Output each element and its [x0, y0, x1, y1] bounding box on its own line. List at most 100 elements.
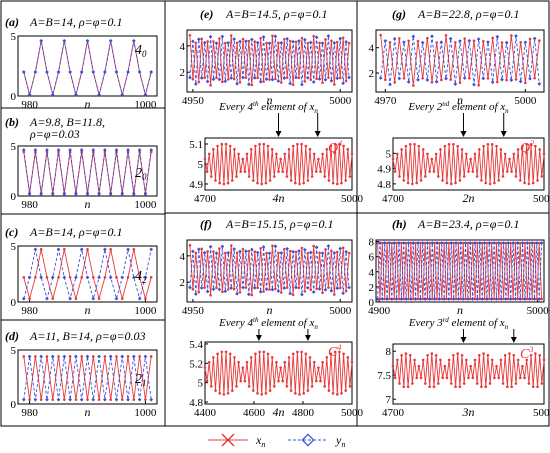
panel-c-point-x_n	[97, 297, 101, 300]
panel-c-point-x_n	[28, 297, 31, 300]
panel-f-point-x	[194, 251, 198, 255]
panel-g-point-y	[523, 40, 528, 45]
panel-g-point-x	[538, 39, 541, 42]
panel-f-sub-point-x-sampled	[287, 356, 291, 359]
panel-h-sub-point-x-sampled	[398, 382, 401, 385]
panel-b-point-y_n	[62, 192, 67, 196]
panel-h-point-x	[433, 241, 436, 245]
panel-g-point-y	[528, 76, 532, 81]
panel-h-point-x	[407, 297, 410, 301]
panel-d-point-y_n	[143, 354, 148, 359]
panel-h-sub-point-x-sampled	[510, 385, 513, 389]
panel-h-point-y	[399, 297, 404, 301]
panel-h-sub-point-x-sampled	[534, 352, 537, 355]
panel-h-point-y	[532, 297, 537, 301]
panel-c-point-y_n	[85, 275, 90, 280]
panel-h-point-y	[397, 241, 401, 245]
panel-h-point-y	[463, 241, 468, 245]
panel-g-point-x	[384, 78, 387, 82]
panel-h-point-y	[482, 241, 487, 245]
panel-h-sub-axes	[392, 343, 545, 405]
panel-f-sub-point-x-sampled	[205, 379, 209, 383]
panel-g-sub-point-x-sampled	[503, 152, 507, 156]
panel-d-ytick-label: 5	[11, 345, 17, 357]
panel-d-point-x_n	[86, 398, 89, 401]
panel-g-point-x	[496, 80, 499, 84]
panel-g-point-y	[378, 76, 383, 80]
panel-e-point-x	[303, 80, 307, 83]
panel-f-point-y	[326, 244, 331, 248]
panel-e-point-y	[308, 40, 313, 45]
panel-c-point-y_n	[27, 275, 32, 280]
panel-g-sub-point-x-sampled	[493, 181, 496, 185]
panel-g-sub-point-x-sampled	[406, 181, 410, 185]
panel-d-point-y_n	[39, 354, 44, 359]
panel-e-point-y	[258, 79, 263, 84]
panel-h-point-x	[469, 297, 472, 301]
panel-c-params: A=B=14, ρ=φ=0.1	[29, 225, 122, 239]
panel-f-sub-point-x-sampled	[203, 366, 207, 369]
panel-e-sub-point-x-sampled	[262, 142, 266, 146]
panel-f-point-x	[209, 293, 212, 297]
panel-f-sub-point-x-sampled	[243, 379, 247, 383]
panel-d-point-x_n	[68, 355, 72, 358]
panel-e-sub-point-x-sampled	[226, 181, 230, 185]
panel-e-sub-point-x-sampled	[344, 179, 348, 182]
panel-d-point-y_n	[137, 397, 142, 402]
panel-a-params: A=B=14, ρ=φ=0.1	[29, 15, 122, 29]
panel-e-sub-point-x-sampled	[294, 181, 297, 185]
panel-f-point-x	[274, 287, 277, 291]
panel-f-point-y	[235, 291, 239, 296]
panel-e-point-x	[241, 37, 245, 41]
panel-f-point-x	[327, 286, 330, 289]
panel-e-sub-point-x-sampled	[296, 142, 299, 146]
panel-c-point-x_n	[39, 248, 43, 251]
panel-e-point-x	[279, 81, 283, 84]
panel-c-point-x_n	[103, 276, 107, 279]
panel-f-point-x	[347, 251, 351, 255]
panel-f-xlabel: n	[267, 303, 273, 317]
panel-h-sub-point-x-sampled	[419, 376, 423, 380]
panel-e-point-x	[324, 38, 327, 41]
panel-c-point-x_n	[68, 276, 72, 279]
panel-g-point-y	[430, 34, 434, 39]
panel-f-sub-point-x-sampled	[273, 385, 276, 388]
panel-h-point-y	[409, 297, 413, 301]
panel-f-sub-point-x-sampled	[226, 392, 230, 395]
panel-f-sub-point-x-sampled	[262, 350, 266, 354]
panel-d-point-x_n	[63, 398, 66, 401]
panel-h-point-x	[457, 241, 460, 245]
panel-f-sub-point-x-sampled	[312, 360, 316, 364]
panel-h-point-x	[476, 241, 479, 245]
blue-diamond-marker-icon	[301, 433, 315, 447]
panel-c-point-x_n	[22, 276, 26, 279]
panel-h-point-x	[376, 241, 379, 245]
panel-e-sub-point-x-sampled	[228, 144, 232, 148]
panel-e-sub-point-x-sampled	[291, 144, 295, 148]
panel-h-point-x	[504, 241, 508, 245]
panel-a-point-y_n	[21, 70, 26, 74]
panel-f-point-x	[262, 290, 265, 293]
panel-f-sub-ytick-label: 5.4	[189, 339, 203, 351]
panel-e-point-x	[253, 40, 257, 44]
panel-f-sub-point-x-sampled	[346, 356, 350, 359]
panel-f-sub-point-x-sampled	[279, 366, 282, 369]
panel-f-point-x	[330, 249, 333, 253]
panel-f-sub-point-x-sampled	[220, 350, 224, 354]
panel-e-point-x	[341, 36, 345, 40]
panel-e-sub-point-x-sampled	[312, 152, 316, 156]
panel-f-point-y	[291, 249, 295, 254]
panel-d-xtick-label: 1000	[134, 407, 157, 419]
panel-h-regime-label: C3	[520, 345, 533, 362]
panel-g-sub-point-x-sampled	[480, 179, 483, 182]
panel-f-sub-point-x-sampled	[207, 360, 211, 364]
panel-f-sub-point-x-sampled	[317, 366, 320, 369]
panel-h-point-y	[525, 241, 530, 245]
panel-h-sub-point-x-sampled	[447, 358, 451, 362]
panel-f-sub-point-x-sampled	[325, 356, 329, 359]
panel-c-point-y_n	[131, 275, 136, 280]
panel-g-sub-point-x-sampled	[465, 152, 468, 156]
panel-g-point-y	[444, 76, 448, 81]
panel-f-sub-point-x-sampled	[224, 350, 228, 354]
panel-d-point-y_n	[50, 354, 55, 359]
